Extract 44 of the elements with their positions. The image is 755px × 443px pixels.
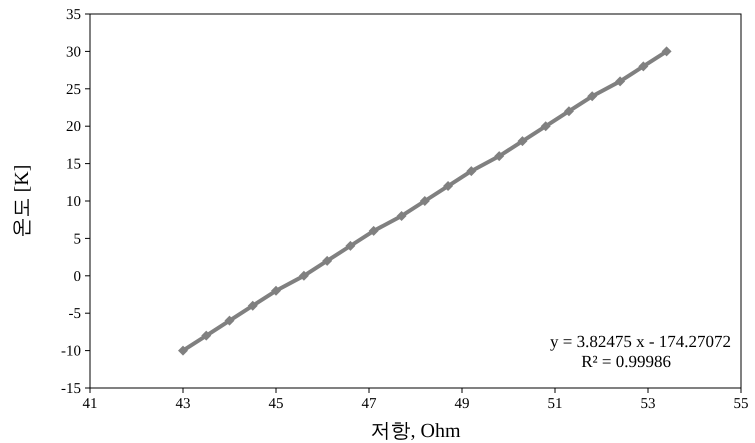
point xyxy=(662,46,672,56)
y-axis-title: 온도 [K] xyxy=(11,164,33,238)
x-tick-label: 55 xyxy=(734,396,748,412)
y-tick-label: -15 xyxy=(61,381,81,397)
point xyxy=(396,210,407,221)
annotation: y = 3.82475 x - 174.27072 xyxy=(550,332,731,351)
point xyxy=(615,76,626,86)
point xyxy=(368,226,379,236)
y-tick-label: 35 xyxy=(66,7,81,23)
annotation: R² = 0.99986 xyxy=(581,352,671,371)
point xyxy=(420,196,430,206)
y-tick-label: 5 xyxy=(74,231,81,248)
y-tick-label: 0 xyxy=(74,268,81,285)
y-tick-label: 15 xyxy=(66,156,81,173)
point xyxy=(298,270,309,281)
point xyxy=(178,346,188,356)
y-tick-label: 10 xyxy=(66,194,81,210)
point xyxy=(466,166,476,176)
point xyxy=(540,121,551,132)
x-tick-label: 41 xyxy=(82,396,98,412)
point xyxy=(443,181,454,192)
y-tick-label: 20 xyxy=(66,119,81,136)
x-tick-label: 49 xyxy=(454,396,470,412)
x-tick-label: 45 xyxy=(268,396,284,412)
point xyxy=(322,256,332,266)
point xyxy=(271,286,281,296)
x-tick-label: 51 xyxy=(548,396,562,412)
x-axis-title: 저항, Ohm xyxy=(370,420,461,442)
point xyxy=(638,61,648,72)
x-tick-label: 43 xyxy=(176,396,190,412)
point xyxy=(345,240,356,251)
y-tick-label: 30 xyxy=(66,44,81,60)
point xyxy=(564,106,574,116)
x-tick-label: 53 xyxy=(640,396,656,412)
point xyxy=(517,136,528,146)
point xyxy=(224,316,234,326)
point xyxy=(248,300,258,311)
y-tick-label: -10 xyxy=(61,344,81,360)
point xyxy=(201,330,212,341)
y-tick-label: -5 xyxy=(68,306,81,322)
x-tick-label: 47 xyxy=(362,396,377,412)
y-tick-label: 25 xyxy=(66,82,81,98)
point xyxy=(587,91,598,102)
point xyxy=(494,151,504,162)
